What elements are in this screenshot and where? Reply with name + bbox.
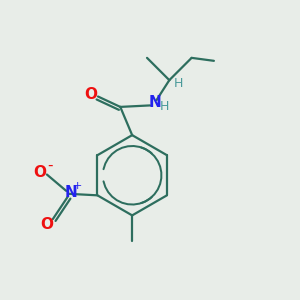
Text: N: N	[149, 95, 162, 110]
Text: N: N	[64, 185, 77, 200]
Text: H: H	[173, 77, 183, 90]
Text: -: -	[48, 158, 53, 173]
Text: O: O	[40, 217, 53, 232]
Text: +: +	[73, 181, 82, 191]
Text: O: O	[33, 165, 46, 180]
Text: H: H	[160, 100, 169, 113]
Text: O: O	[84, 87, 97, 102]
